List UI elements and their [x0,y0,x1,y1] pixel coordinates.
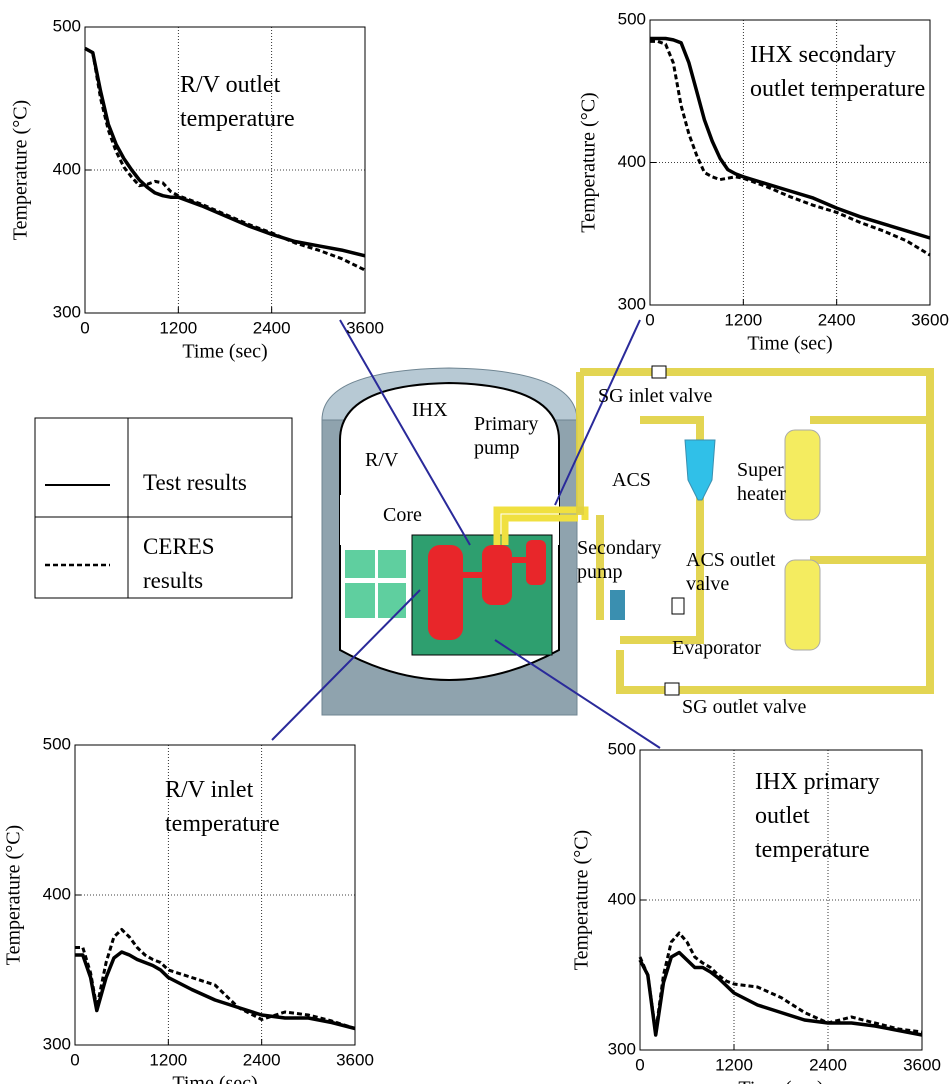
x-tick-label: 0 [635,1055,644,1074]
series-line [638,950,923,1037]
y-tick-label: 300 [608,1039,636,1058]
y-axis-label: Temperature (°C) [10,100,32,240]
diagram-label: Core [383,504,422,526]
y-tick-label: 300 [43,1034,71,1053]
x-tick-label: 0 [80,318,89,337]
y-tick-label: 300 [618,294,646,313]
x-tick-label: 2400 [253,318,291,337]
x-tick-label: 3600 [346,318,384,337]
y-tick-label: 500 [608,739,636,758]
x-axis-label: Time (sec) [747,333,832,355]
diagram-label: Primary pump [474,413,539,459]
series-line [75,928,356,1030]
y-tick-label: 500 [43,734,71,753]
legend-label: CERES results [143,534,215,593]
y-axis-label: Temperature (°C) [3,825,25,965]
diagram-label: SG inlet valve [598,385,713,407]
x-tick-label: 3600 [903,1055,941,1074]
series-line [75,950,356,1031]
diagram-label: IHX [412,399,448,421]
x-tick-label: 3600 [911,310,949,329]
x-axis-label: Time (sec) [182,341,267,363]
plant-diagram [321,365,934,716]
x-tick-label: 0 [70,1050,79,1069]
diagram-label: Secondary pump [577,537,662,583]
chart-title: R/V outlet temperature [180,72,295,132]
y-axis-label: Temperature (°C) [578,92,600,232]
series-line [638,931,923,1034]
diagram-label: SG outlet valve [682,696,807,718]
diagram-label: ACS [612,469,651,491]
y-tick-label: 400 [608,889,636,908]
y-tick-label: 400 [618,152,646,171]
diagram-label: R/V [365,449,399,471]
x-tick-label: 2400 [809,1055,847,1074]
x-tick-label: 2400 [243,1050,281,1069]
series-line [650,39,931,257]
y-tick-label: 300 [53,302,81,321]
chart-title: IHX primary outlet temperature [755,769,880,863]
x-tick-label: 1200 [715,1055,753,1074]
diagram-label: Evaporator [672,637,761,659]
chart-title: IHX secondary outlet temperature [750,42,926,102]
x-tick-label: 3600 [336,1050,374,1069]
legend-label: Test results [143,470,247,495]
x-tick-label: 1200 [724,310,762,329]
series-line [84,47,366,272]
y-tick-label: 500 [53,16,81,35]
diagram-label: ACS outlet valve [686,549,776,595]
legend [34,417,293,599]
x-tick-label: 2400 [818,310,856,329]
leader-lines [271,319,661,749]
series-line [650,36,931,240]
diagram-label: Super heater [737,459,786,505]
x-axis-label: Time (sec) [738,1078,823,1084]
y-tick-label: 400 [43,884,71,903]
y-tick-label: 400 [53,159,81,178]
y-tick-label: 500 [618,9,646,28]
x-tick-label: 1200 [149,1050,187,1069]
y-axis-label: Temperature (°C) [571,830,593,970]
x-tick-label: 1200 [159,318,197,337]
plot-frame [74,744,356,1046]
legend-frame [34,417,293,599]
x-tick-label: 0 [645,310,654,329]
chart-title: R/V inlet temperature [165,777,280,837]
x-axis-label: Time (sec) [172,1073,257,1084]
plot-frame [649,19,931,306]
